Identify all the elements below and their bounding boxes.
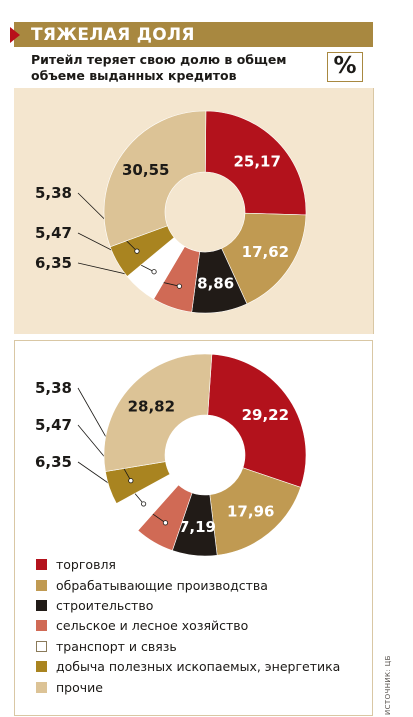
legend-item-agriculture: сельское и лесное хозяйство <box>36 617 248 633</box>
slice-other <box>103 353 213 472</box>
subtitle: Ритейл теряет свою долю в общем объеме в… <box>31 52 287 83</box>
donut-chart-2: 29,22 17,96 7,19 6,35 5,47 5,38 28,82 <box>35 353 307 557</box>
legend-label: транспорт и связь <box>56 638 177 654</box>
legend-swatch <box>36 558 47 570</box>
legend-item-construction: строительство <box>36 597 153 613</box>
callout-dot <box>151 269 157 275</box>
slice-trade <box>205 110 307 216</box>
data-label-mining-energy: 5,38 <box>35 379 72 397</box>
slice-manufacturing <box>221 212 307 305</box>
callout-dot <box>128 478 134 484</box>
callout-dot <box>162 520 169 526</box>
legend-swatch <box>36 599 47 611</box>
legend-swatch <box>36 660 47 672</box>
callout-dot <box>176 283 182 289</box>
callout-dot <box>134 248 140 254</box>
page-title: ТЯЖЕЛАЯ ДОЛЯ <box>31 25 195 45</box>
legend-item-mining-energy: добыча полезных ископаемых, энергетика <box>36 658 340 674</box>
legend-label: торговля <box>56 556 116 572</box>
data-label-mining-energy: 5,38 <box>35 184 72 202</box>
legend-swatch <box>36 579 47 591</box>
data-label-other: 28,82 <box>128 397 175 415</box>
data-label-agriculture: 6,35 <box>35 254 72 272</box>
data-label-transport: 5,47 <box>35 416 72 434</box>
source-note: ИСТОЧНИК: ЦБ <box>384 655 392 715</box>
slice-manufacturing <box>209 467 302 556</box>
legend-item-other: прочие <box>36 679 103 695</box>
slice-other <box>103 110 207 248</box>
legend-item-transport: транспорт и связь <box>36 638 177 654</box>
percent-unit-badge: % <box>327 52 363 82</box>
legend-swatch <box>36 619 47 631</box>
data-label-agriculture: 6,35 <box>35 453 72 471</box>
data-label-transport: 5,47 <box>35 224 72 242</box>
data-label-trade: 29,22 <box>242 406 289 424</box>
legend-swatch <box>36 640 47 652</box>
data-label-construction: 7,19 <box>179 518 216 536</box>
legend-label: обрабатывающие производства <box>56 577 268 593</box>
legend-label: прочие <box>56 679 103 695</box>
data-label-manufacturing: 17,96 <box>227 502 274 520</box>
donut-chart-1: 25,17 17,62 8,86 6,35 5,47 5,38 30,55 <box>35 110 307 314</box>
data-label-manufacturing: 17,62 <box>242 243 289 261</box>
data-label-other: 30,55 <box>122 161 169 179</box>
callout-dot <box>141 501 147 507</box>
legend-swatch <box>36 681 47 693</box>
legend-label: добыча полезных ископаемых, энергетика <box>56 658 341 674</box>
legend-label: сельское и лесное хозяйство <box>56 617 249 633</box>
slice-trade <box>207 353 307 488</box>
header-arrow-icon <box>10 27 20 43</box>
legend-item-trade: торговля <box>36 556 116 572</box>
legend-label: строительство <box>56 597 154 613</box>
header-bar <box>14 22 373 47</box>
panel-divider <box>373 88 374 334</box>
data-label-construction: 8,86 <box>197 275 234 293</box>
legend-item-manufacturing: обрабатывающие производства <box>36 577 268 593</box>
data-label-trade: 25,17 <box>233 153 280 171</box>
